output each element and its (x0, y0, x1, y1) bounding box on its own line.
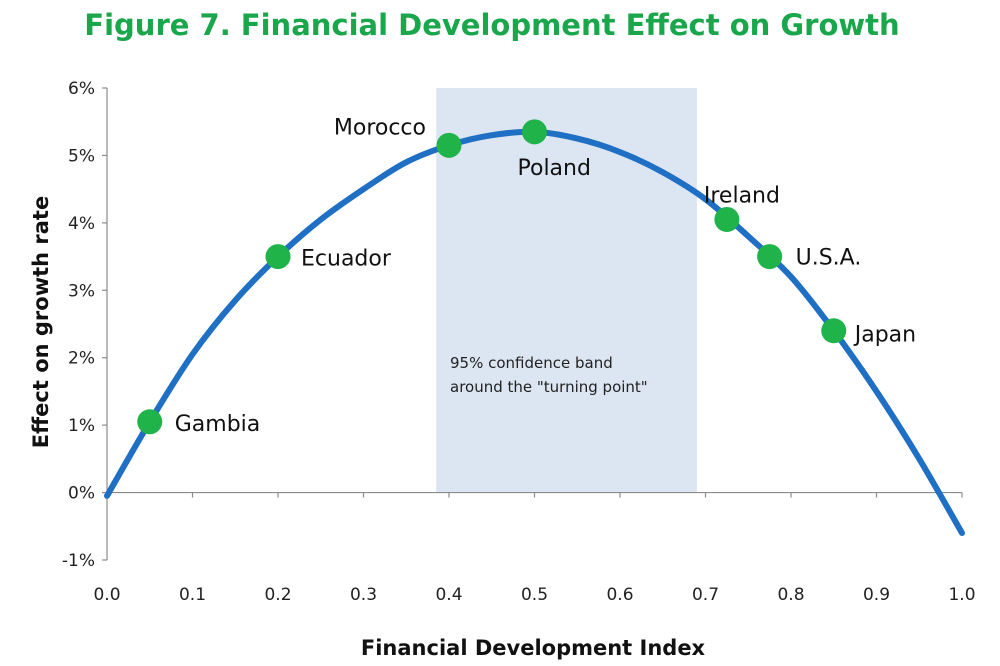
y-tick-label: 4% (68, 214, 95, 234)
point-label-morocco: Morocco (334, 115, 426, 140)
point-label-ecuador: Ecuador (301, 247, 392, 272)
y-axis-title: Effect on growth rate (29, 196, 53, 448)
y-tick-label: 0% (68, 484, 95, 504)
x-tick-label: 0.6 (606, 585, 633, 605)
confidence-band-label: 95% confidence band around the "turning … (450, 354, 648, 396)
x-tick-label: 0.1 (179, 585, 206, 605)
band-label-line1: 95% confidence band (450, 354, 613, 372)
x-tick-label: 0.9 (863, 585, 890, 605)
chart-title: Figure 7. Financial Development Effect o… (84, 8, 899, 42)
confidence-band (436, 88, 697, 493)
point-u-s-a (757, 244, 783, 270)
country-points: Gambia Ecuador Morocco Poland Ireland U.S.A. J… (137, 115, 916, 437)
y-tick-label: 6% (68, 79, 95, 99)
axes: -1% 0% 1% 2% 3% 4% 5% 6% 0.0 0.1 0.2 0.3 0.4 0.5 0.6 0.… (62, 79, 976, 605)
x-tick-label: 0.4 (435, 585, 462, 605)
y-tick-label: 3% (68, 281, 95, 301)
x-tick-label: 0.5 (521, 585, 548, 605)
x-axis-title: Financial Development Index (361, 636, 706, 660)
point-japan (821, 318, 847, 344)
point-ecuador (265, 244, 291, 270)
y-tick-label: 2% (68, 349, 95, 369)
point-label-u-s-a: U.S.A. (796, 246, 862, 271)
y-tick-label: 5% (68, 146, 95, 166)
point-gambia (137, 409, 163, 435)
point-label-japan: Japan (853, 323, 916, 348)
y-tick-label: 1% (68, 416, 95, 436)
x-tick-label: 0.3 (350, 585, 377, 605)
point-label-poland: Poland (518, 156, 591, 181)
x-tick-label: 0.0 (93, 585, 120, 605)
y-tick-label: -1% (62, 551, 95, 571)
x-tick-label: 0.7 (692, 585, 719, 605)
x-tick-label: 0.2 (264, 585, 291, 605)
point-morocco (436, 132, 462, 158)
point-ireland (714, 206, 740, 232)
x-tick-label: 0.8 (777, 585, 804, 605)
band-label-line2: around the "turning point" (450, 378, 648, 396)
point-label-ireland: Ireland (704, 183, 780, 208)
x-tick-label: 1.0 (948, 585, 975, 605)
point-label-gambia: Gambia (175, 412, 261, 437)
point-poland (522, 119, 547, 145)
